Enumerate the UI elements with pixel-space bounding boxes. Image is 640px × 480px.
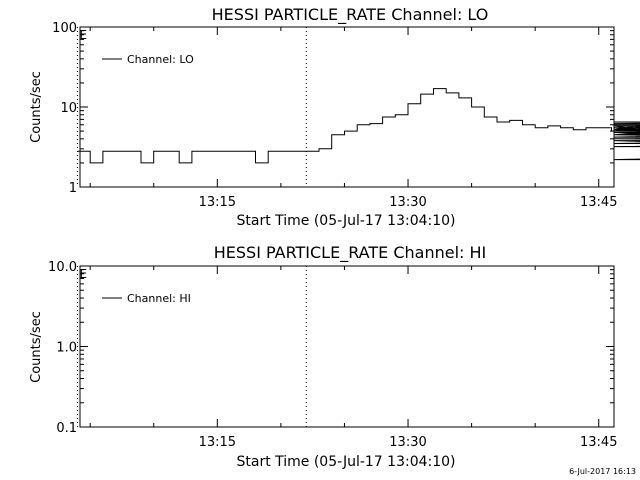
panel-hi-legend-label: Channel: HI xyxy=(127,292,191,305)
y-tick-label: 10.0 xyxy=(48,260,77,275)
panel-lo-y-axis: 1 10 100 xyxy=(52,21,614,196)
panel-hi-y-axis: 0.1 1.0 10.0 xyxy=(48,260,614,436)
panel-hi-event-markers: EFSE xyxy=(76,266,307,427)
y-tick-label: 0.1 xyxy=(56,421,77,436)
x-tick-label: 13:15 xyxy=(199,435,236,450)
y-tick-label: 1 xyxy=(69,181,77,196)
footer-date: 6-Jul-2017 16:13 xyxy=(569,467,636,476)
y-tick-label: 10 xyxy=(60,101,77,116)
panel-lo-channel: HESSI PARTICLE_RATE Channel: LO EFSE 1 10… xyxy=(29,5,640,229)
panel-lo-legend: Channel: LO xyxy=(102,53,194,66)
panel-lo-x-axis-label: Start Time (05-Jul-17 13:04:10) xyxy=(236,213,455,229)
panel-hi-plot-frame xyxy=(79,265,615,428)
y-tick-label: 100 xyxy=(52,21,77,36)
panel-hi-channel: HESSI PARTICLE_RATE Channel: HI EFSE 0.1… xyxy=(29,243,617,470)
panel-lo-title: HESSI PARTICLE_RATE Channel: LO xyxy=(212,5,489,25)
x-tick-label: 13:45 xyxy=(580,435,617,450)
panel-hi-x-axis-label: Start Time (05-Jul-17 13:04:10) xyxy=(236,454,455,470)
panel-hi-legend: Channel: HI xyxy=(102,292,191,305)
x-tick-label: 13:30 xyxy=(389,195,426,210)
panel-lo-legend-label: Channel: LO xyxy=(127,53,194,66)
panel-hi-title: HESSI PARTICLE_RATE Channel: HI xyxy=(214,243,487,263)
x-tick-label: 13:45 xyxy=(580,195,617,210)
panel-lo-plot-frame xyxy=(79,26,615,188)
x-tick-label: 13:15 xyxy=(199,195,236,210)
panel-lo-event-markers: EFSE xyxy=(76,27,307,187)
x-tick-label: 13:30 xyxy=(389,435,426,450)
panel-lo-series-line xyxy=(77,88,640,164)
panel-hi-y-axis-label: Counts/sec xyxy=(29,311,44,383)
y-tick-label: 1.0 xyxy=(56,341,77,356)
panel-lo-y-axis-label: Counts/sec xyxy=(29,71,44,143)
